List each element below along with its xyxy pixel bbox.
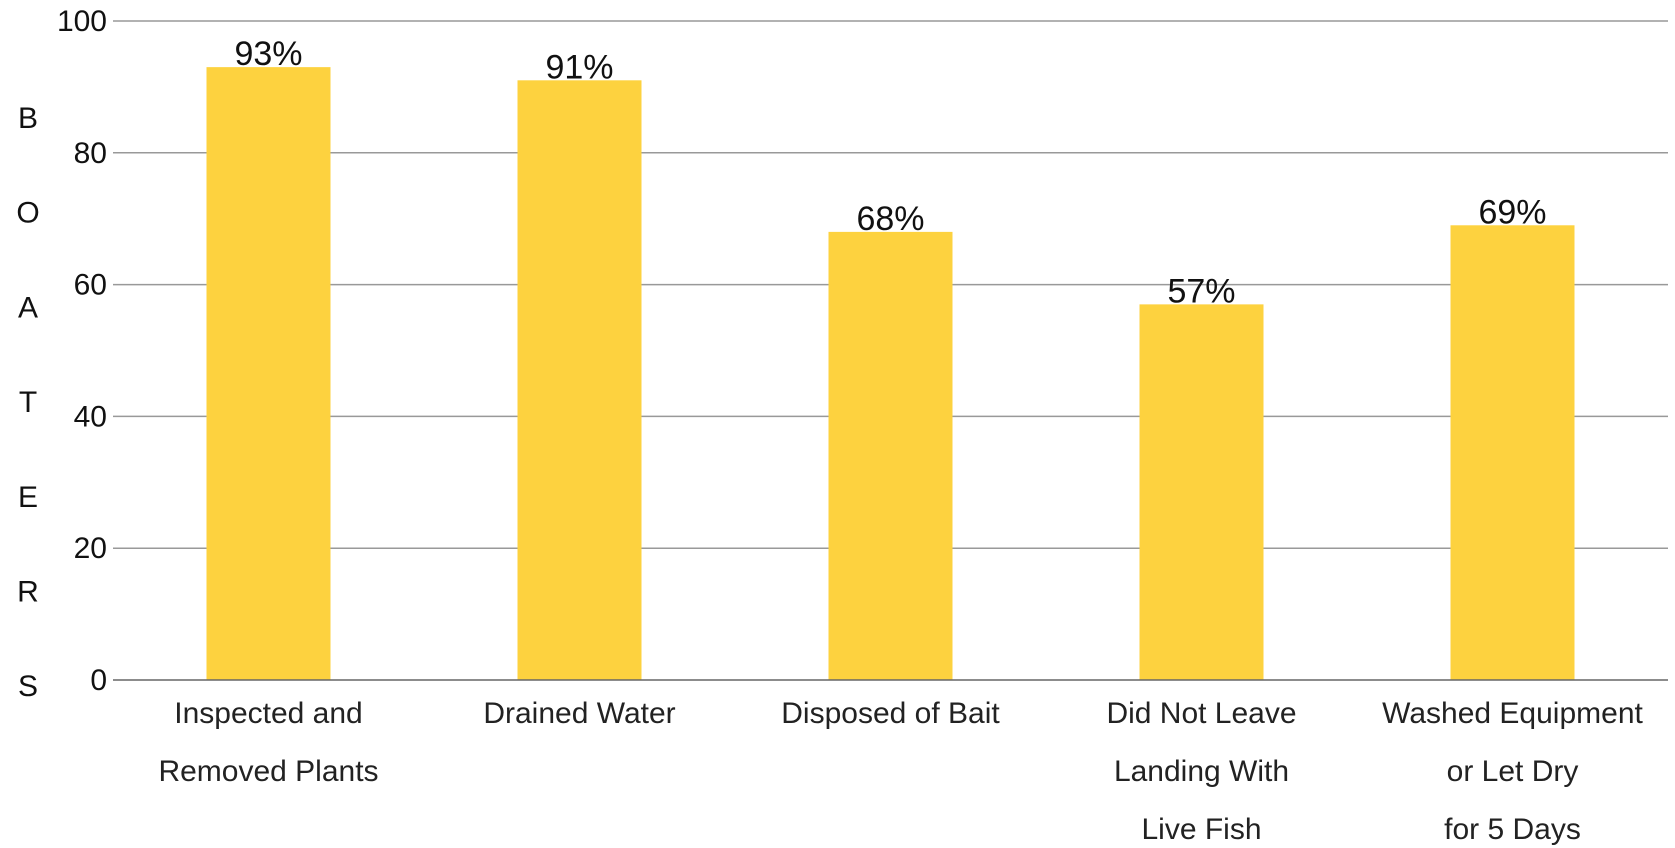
x-category-label-3: Did Not Leave Landing With Live Fish bbox=[1106, 697, 1296, 846]
bar-4 bbox=[1450, 225, 1575, 681]
y-tick-label-80: 80 bbox=[74, 137, 107, 170]
y-axis-tick-labels: 0 20 40 60 80 100 bbox=[57, 5, 107, 697]
data-label-2: 68% bbox=[856, 200, 924, 238]
y-tick-label-100: 100 bbox=[57, 5, 107, 38]
data-label-1: 91% bbox=[545, 48, 613, 86]
bar-3 bbox=[1139, 304, 1264, 680]
data-label-3: 57% bbox=[1167, 272, 1235, 310]
bar-0 bbox=[206, 67, 331, 680]
bar-1 bbox=[517, 80, 642, 680]
y-tick-label-40: 40 bbox=[74, 400, 107, 433]
x-category-label-4: Washed Equipment or Let Dry for 5 Days bbox=[1382, 697, 1643, 846]
data-label-0: 93% bbox=[234, 35, 302, 73]
x-category-label-2: Disposed of Bait bbox=[781, 697, 1000, 730]
x-axis-category-labels: Inspected and Removed Plants Drained Water… bbox=[158, 697, 1643, 846]
bar-2 bbox=[828, 231, 953, 680]
bars bbox=[206, 67, 1575, 681]
data-labels: 93% 91% 68% 57% 69% bbox=[234, 35, 1546, 310]
data-label-4: 69% bbox=[1478, 193, 1546, 231]
y-tick-label-60: 60 bbox=[74, 269, 107, 302]
y-tick-label-20: 20 bbox=[74, 532, 107, 565]
x-category-label-1: Drained Water bbox=[483, 697, 675, 730]
x-category-label-0: Inspected and Removed Plants bbox=[158, 697, 378, 788]
y-tick-label-0: 0 bbox=[90, 664, 107, 697]
